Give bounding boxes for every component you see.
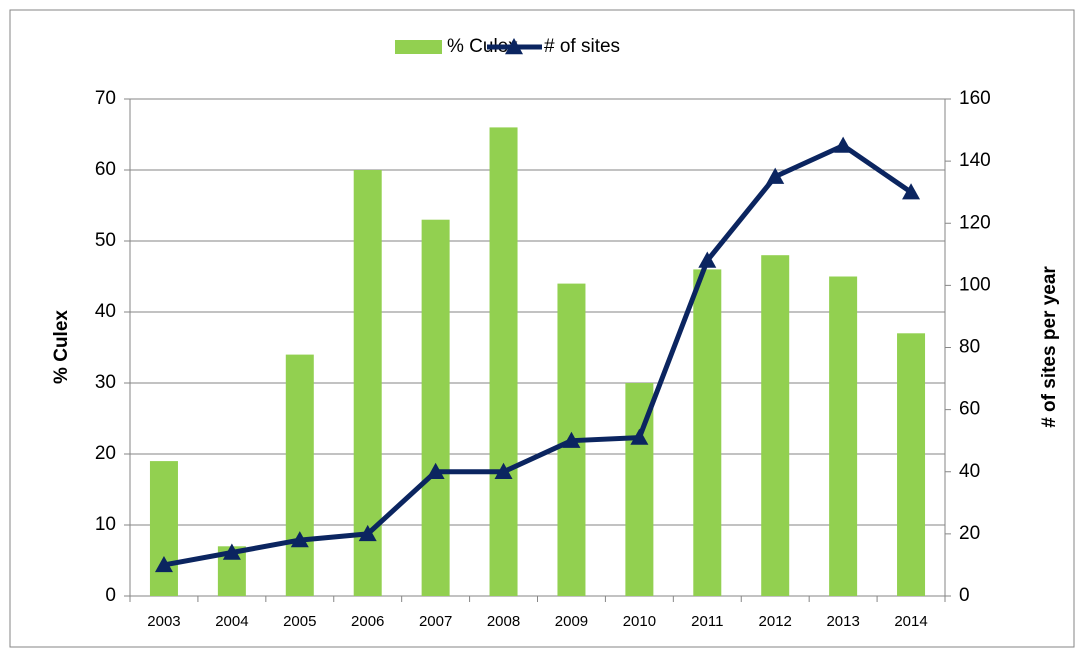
- line-marker: [562, 431, 581, 448]
- y-tick-label: 40: [95, 301, 116, 322]
- x-tick-label: 2009: [555, 613, 588, 630]
- y2-tick-label: 0: [959, 585, 970, 606]
- y-tick-label: 30: [95, 372, 116, 393]
- line-marker: [834, 136, 853, 153]
- line-marker: [222, 543, 241, 560]
- x-tick-label: 2003: [147, 613, 180, 630]
- y-tick-label: 20: [95, 443, 116, 464]
- y-tick-label: 10: [95, 514, 116, 535]
- x-tick-label: 2004: [215, 613, 248, 630]
- legend-marker: [505, 38, 523, 55]
- x-tick-label: 2010: [623, 613, 656, 630]
- x-tick-label: 2014: [894, 613, 927, 630]
- y2-tick-label: 60: [959, 399, 980, 420]
- line-marker: [630, 428, 649, 445]
- x-tick-label: 2006: [351, 613, 384, 630]
- y2-tick-label: 100: [959, 274, 991, 295]
- y2-tick-label: 140: [959, 150, 991, 171]
- y-tick-label: 70: [95, 88, 116, 109]
- legend-swatch: [395, 40, 442, 54]
- line-marker: [766, 167, 785, 184]
- y2-tick-label: 40: [959, 461, 980, 482]
- x-tick-label: 2012: [759, 613, 792, 630]
- line: [163, 143, 913, 568]
- bar: [421, 219, 450, 596]
- bar: [149, 461, 178, 596]
- y2-axis-title: # of sites per year: [1039, 266, 1060, 428]
- y2-tick-label: 80: [959, 337, 980, 358]
- x-tick-label: 2008: [487, 613, 520, 630]
- y2-tick-label: 20: [959, 523, 980, 544]
- y2-tick-label: 160: [959, 88, 991, 109]
- x-tick-label: 2013: [826, 613, 859, 630]
- bar: [489, 127, 518, 597]
- line-marker: [426, 462, 445, 479]
- line-marker: [154, 555, 173, 573]
- bar: [285, 354, 314, 596]
- bar: [761, 255, 790, 596]
- line-marker: [902, 183, 921, 200]
- chart-frame: [9, 9, 1075, 648]
- bar: [829, 276, 858, 596]
- y2-tick-label: 120: [959, 212, 991, 233]
- legend-label: # of sites: [544, 36, 620, 57]
- x-tick-label: 2011: [691, 613, 723, 630]
- x-tick-label: 2005: [283, 613, 316, 630]
- line-marker: [494, 462, 513, 479]
- y-tick-label: 50: [95, 230, 116, 251]
- y-tick-label: 0: [105, 585, 116, 606]
- line-marker: [358, 524, 377, 542]
- x-tick-label: 2007: [419, 613, 452, 630]
- bar: [693, 269, 722, 596]
- line-marker: [290, 531, 309, 548]
- legend-label: % Culex: [447, 36, 518, 57]
- y-axis-title: % Culex: [51, 310, 72, 384]
- y-tick-label: 60: [95, 159, 116, 180]
- line-marker: [698, 251, 717, 268]
- bar: [897, 333, 926, 596]
